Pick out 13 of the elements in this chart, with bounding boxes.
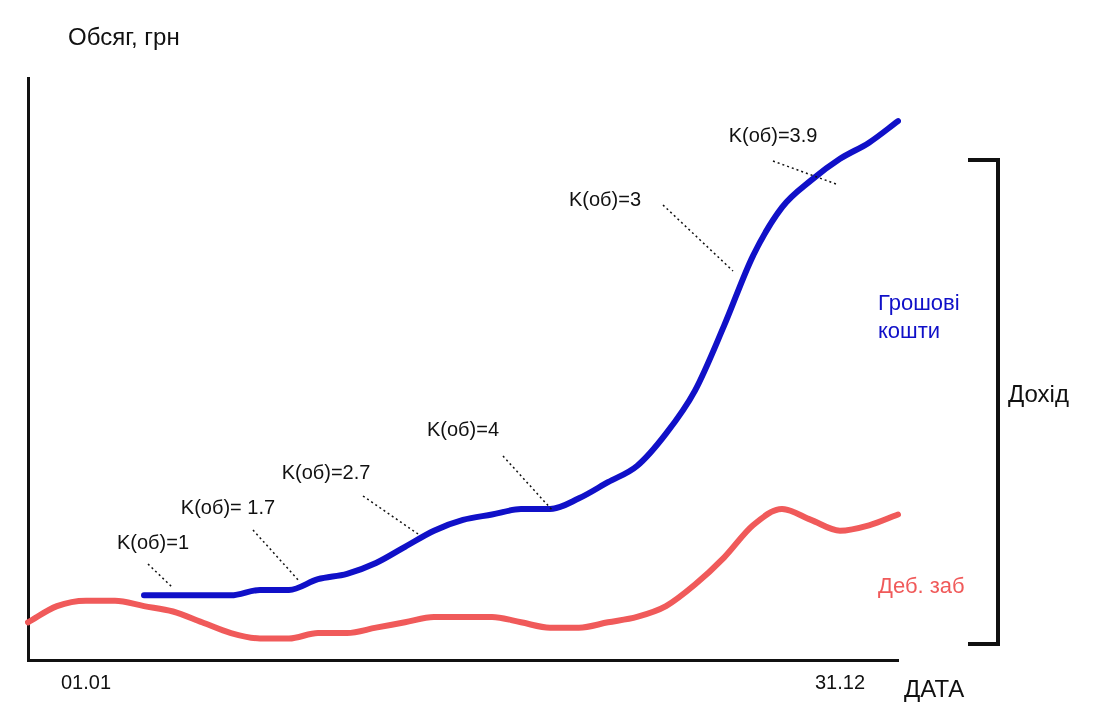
text: Дохід	[1008, 380, 1069, 408]
annotation: K(об)=2.7	[281, 460, 371, 483]
text: Грошові кошти	[878, 289, 960, 343]
x-axis-title: ДАТА	[904, 674, 965, 702]
y-axis-title: Обсяг, грн	[68, 22, 180, 50]
annotation: K(об)=1	[116, 530, 190, 553]
x-tick-label: 31.12	[814, 670, 866, 693]
annotation: K(об)=3	[568, 187, 642, 210]
annotation: K(об)=3.9	[728, 123, 818, 146]
annotation: K(об)=4	[426, 417, 500, 440]
annotation: K(об)= 1.7	[180, 495, 276, 518]
x-tick-label: 01.01	[60, 670, 112, 693]
text: Деб. заб	[878, 573, 965, 599]
